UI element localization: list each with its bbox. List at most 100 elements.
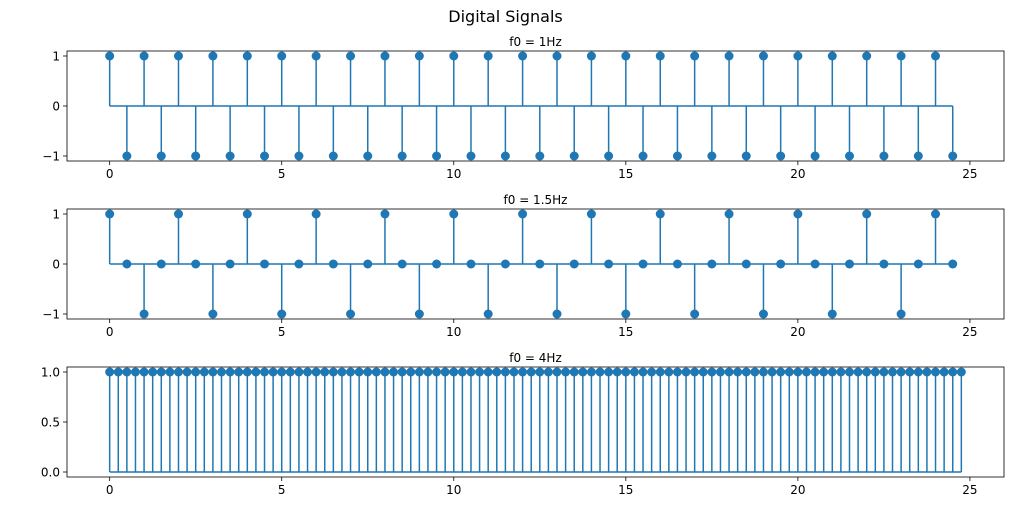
subplot-3-marker bbox=[199, 367, 209, 377]
subplot-3-ytick-label: 0.5 bbox=[41, 416, 60, 430]
subplot-3-marker bbox=[260, 367, 270, 377]
subplot-1-marker bbox=[690, 51, 700, 61]
subplot-2-marker bbox=[260, 259, 270, 269]
subplot-3-marker bbox=[251, 367, 261, 377]
subplot-3-marker bbox=[113, 367, 123, 377]
subplot-1-marker bbox=[173, 51, 183, 61]
subplot-2-marker bbox=[758, 309, 768, 319]
subplot-3-marker bbox=[836, 367, 846, 377]
subplot-1-marker bbox=[225, 151, 235, 161]
subplot-1-xtick-label: 10 bbox=[446, 167, 461, 181]
subplot-1-marker bbox=[122, 151, 132, 161]
subplot-2-marker bbox=[948, 259, 958, 269]
subplot-2-marker bbox=[208, 309, 218, 319]
subplot-3-marker bbox=[638, 367, 648, 377]
subplot-3-marker bbox=[440, 367, 450, 377]
subplot-2-marker bbox=[500, 259, 510, 269]
subplot-2-marker bbox=[793, 209, 803, 219]
subplot-2-marker bbox=[741, 259, 751, 269]
subplot-1-marker bbox=[483, 51, 493, 61]
subplot-3-marker bbox=[707, 367, 717, 377]
subplot-2-marker bbox=[569, 259, 579, 269]
subplot-3-marker bbox=[801, 367, 811, 377]
subplot-1-marker bbox=[346, 51, 356, 61]
subplot-1-marker bbox=[931, 51, 941, 61]
subplot-3-marker bbox=[191, 367, 201, 377]
subplot-3-marker bbox=[303, 367, 313, 377]
subplot-3-marker bbox=[337, 367, 347, 377]
subplot-1-ytick-label: −1 bbox=[42, 150, 60, 164]
subplot-1-marker bbox=[724, 51, 734, 61]
subplot-1-xtick-label: 5 bbox=[278, 167, 286, 181]
subplot-3-marker bbox=[234, 367, 244, 377]
subplot-3-marker bbox=[457, 367, 467, 377]
subplot-3-marker bbox=[578, 367, 588, 377]
subplot-3-marker bbox=[389, 367, 399, 377]
subplot-3-marker bbox=[130, 367, 140, 377]
subplot-3-xtick-label: 15 bbox=[618, 483, 633, 497]
subplot-3-marker bbox=[931, 367, 941, 377]
subplot-3-marker bbox=[208, 367, 218, 377]
subplot-2-xtick-label: 10 bbox=[446, 325, 461, 339]
subplot-2-marker bbox=[380, 209, 390, 219]
subplot-2-marker bbox=[810, 259, 820, 269]
subplot-3-marker bbox=[320, 367, 330, 377]
subplot-3-marker bbox=[406, 367, 416, 377]
figure-title: Digital Signals bbox=[448, 7, 563, 26]
subplot-1-marker bbox=[397, 151, 407, 161]
subplot-1-marker bbox=[191, 151, 201, 161]
subplot-3-marker bbox=[139, 367, 149, 377]
subplot-1-marker bbox=[896, 51, 906, 61]
subplot-3-marker bbox=[956, 367, 966, 377]
subplot-2-marker bbox=[191, 259, 201, 269]
subplot-3-marker bbox=[105, 367, 115, 377]
subplot-3-marker bbox=[432, 367, 442, 377]
subplot-3-marker bbox=[715, 367, 725, 377]
subplot-2-marker bbox=[844, 259, 854, 269]
subplot-1-marker bbox=[277, 51, 287, 61]
subplot-3-marker bbox=[827, 367, 837, 377]
subplot-2-marker bbox=[432, 259, 442, 269]
subplot-2-marker bbox=[776, 259, 786, 269]
subplot-1-marker bbox=[535, 151, 545, 161]
subplot-3-xtick-label: 10 bbox=[446, 483, 461, 497]
subplot-3-marker bbox=[879, 367, 889, 377]
subplot-2-marker bbox=[518, 209, 528, 219]
subplot-2-xtick-label: 25 bbox=[962, 325, 977, 339]
subplot-3-marker bbox=[586, 367, 596, 377]
subplot-2-marker bbox=[621, 309, 631, 319]
subplot-3-marker bbox=[561, 367, 571, 377]
subplot-2-marker bbox=[638, 259, 648, 269]
subplot-3-marker bbox=[647, 367, 657, 377]
subplot-3-marker bbox=[535, 367, 545, 377]
subplot-2-marker bbox=[225, 259, 235, 269]
subplot-1-marker bbox=[139, 51, 149, 61]
subplot-1-marker bbox=[105, 51, 115, 61]
subplot-3-marker bbox=[423, 367, 433, 377]
subplot-3-marker bbox=[784, 367, 794, 377]
subplot-1-marker bbox=[156, 151, 166, 161]
subplot-3-marker bbox=[862, 367, 872, 377]
subplot-3-marker bbox=[182, 367, 192, 377]
subplot-3-xtick-label: 25 bbox=[962, 483, 977, 497]
subplot-3-marker bbox=[853, 367, 863, 377]
subplot-2-marker bbox=[328, 259, 338, 269]
subplot-3-marker bbox=[896, 367, 906, 377]
subplot-3-marker bbox=[225, 367, 235, 377]
subplot-3-marker bbox=[612, 367, 622, 377]
subplot-3-marker bbox=[569, 367, 579, 377]
subplot-2-marker bbox=[724, 209, 734, 219]
subplot-3-frame bbox=[66, 366, 1005, 478]
subplot-1-marker bbox=[449, 51, 459, 61]
subplot-2-xtick-label: 0 bbox=[106, 325, 114, 339]
subplot-3-marker bbox=[939, 367, 949, 377]
subplot-2-xtick-label: 20 bbox=[790, 325, 805, 339]
subplot-2-ytick-label: 0 bbox=[52, 258, 60, 272]
subplot-1-xtick-label: 25 bbox=[962, 167, 977, 181]
subplot-3-marker bbox=[819, 367, 829, 377]
subplot-3-marker bbox=[165, 367, 175, 377]
subplot-3-marker bbox=[328, 367, 338, 377]
subplot-2-xtick-label: 15 bbox=[618, 325, 633, 339]
subplot-2-marker bbox=[122, 259, 132, 269]
